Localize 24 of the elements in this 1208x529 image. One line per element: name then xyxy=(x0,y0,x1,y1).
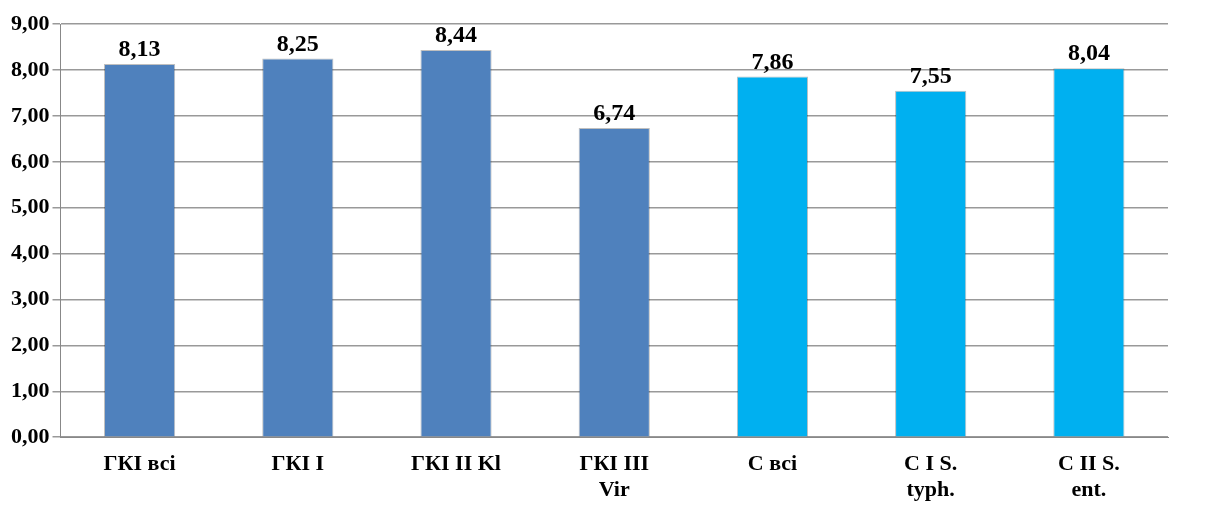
y-tick-label: 4,00 xyxy=(11,239,50,265)
y-tick-label: 6,00 xyxy=(11,147,50,173)
x-tick-label: ГКІ ІІІ Vir xyxy=(579,450,650,502)
y-tick-label: 8,00 xyxy=(11,55,50,81)
x-tick-label: С ІІ S. ent. xyxy=(1058,450,1120,502)
x-tick-label: С всі xyxy=(747,450,798,476)
y-tick-label: 1,00 xyxy=(11,377,50,402)
data-label: 6,74 xyxy=(593,99,636,126)
data-label: 8,44 xyxy=(435,21,478,48)
x-tick-label: ГКІ всі xyxy=(103,450,176,476)
y-tick-label: 9,00 xyxy=(11,9,50,35)
data-label: 8,04 xyxy=(1067,39,1110,66)
data-label: 7,55 xyxy=(909,61,952,88)
y-tick-label: 0,00 xyxy=(11,422,50,448)
x-tick-label: С І S. typh. xyxy=(904,450,958,502)
data-label: 8,25 xyxy=(276,29,319,56)
y-tick-label: 5,00 xyxy=(11,193,50,219)
data-label: 8,13 xyxy=(118,35,161,62)
data-label: 7,86 xyxy=(751,47,794,74)
y-tick-label: 7,00 xyxy=(11,101,50,127)
x-tick-label: ГКІ ІІ Kl xyxy=(411,450,501,476)
x-tick-label: ГКІ І xyxy=(271,450,325,476)
y-tick-label: 2,00 xyxy=(11,331,50,357)
y-tick-label: 3,00 xyxy=(11,285,50,311)
